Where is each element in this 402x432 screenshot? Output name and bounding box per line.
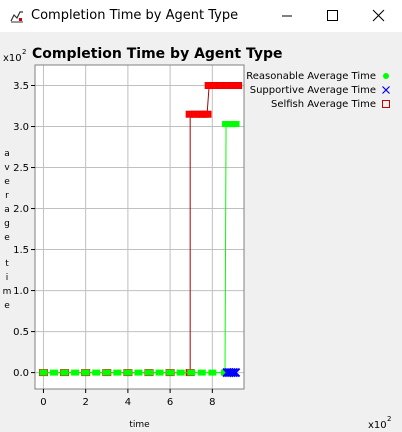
chart-title: Completion Time by Agent Type: [32, 46, 283, 62]
data-point: [71, 369, 80, 376]
y-label-letter: e: [4, 177, 10, 187]
data-point: [231, 121, 240, 128]
legend-label: Supportive Average Time: [249, 84, 376, 96]
x-tick-label: 2: [82, 397, 88, 408]
legend-marker-x-icon: [382, 86, 390, 94]
data-point: [113, 369, 122, 376]
y-label-letter: e: [4, 233, 10, 243]
y-tick-label: 3.0: [13, 122, 29, 133]
plot-border: [34, 64, 245, 390]
y-label-letter: t: [5, 259, 9, 269]
y-tick-label: 2.5: [13, 163, 29, 174]
minimize-icon: [282, 15, 292, 17]
data-point: [145, 369, 153, 376]
data-point: [221, 369, 229, 376]
data-point: [123, 369, 132, 376]
y-tick-label: 2.0: [13, 204, 29, 215]
legend-item-selfish: Selfish Average Time: [271, 97, 390, 111]
data-point: [187, 369, 196, 376]
close-button[interactable]: [356, 0, 402, 32]
y-label-letter: a: [4, 149, 10, 159]
data-point: [208, 369, 217, 376]
legend-item-reasonable: Reasonable Average Time: [246, 69, 390, 83]
legend-marker-square-icon: [382, 100, 390, 108]
maximize-icon: [327, 10, 338, 21]
y-label-letter: a: [4, 205, 10, 215]
x-tick-label: 4: [125, 397, 131, 408]
legend-item-supportive: Supportive Average Time: [250, 83, 390, 97]
close-icon: [372, 9, 385, 22]
x-axis-label: time: [129, 420, 150, 430]
legend-marker-circle-icon: [383, 73, 389, 79]
data-point: [166, 369, 175, 376]
chart-app-icon: [10, 11, 23, 23]
data-point: [81, 369, 90, 376]
window-title: Completion Time by Agent Type: [31, 8, 239, 23]
maximize-button[interactable]: [310, 0, 356, 32]
data-point: [39, 369, 48, 376]
data-point: [60, 369, 69, 376]
legend-label: Selfish Average Time: [270, 98, 376, 110]
data-point: [92, 369, 101, 376]
y-label-letter: r: [5, 191, 9, 201]
data-point: [155, 369, 164, 376]
y-tick-label: 1.0: [13, 286, 29, 297]
y-tick-label: 0.0: [13, 368, 29, 379]
plot-area: [35, 65, 244, 389]
x-tick-label: 0: [40, 397, 46, 408]
y-label-letter: v: [4, 163, 10, 173]
data-point: [202, 110, 212, 118]
x-tick-label: 8: [209, 397, 215, 408]
data-point: [233, 82, 243, 90]
data-point: [230, 367, 241, 378]
data-point: [102, 369, 111, 376]
y-label-letter: m: [3, 287, 12, 297]
y-tick-label: 0.5: [13, 327, 29, 338]
window-titlebar: Completion Time by Agent Type: [0, 0, 402, 32]
y-multiplier: x10: [3, 53, 22, 64]
minimize-button[interactable]: [264, 0, 310, 32]
data-point: [176, 369, 185, 376]
x-multiplier: x10: [368, 420, 387, 431]
y-tick-label: 1.5: [13, 245, 29, 256]
y-label-letter: i: [6, 273, 9, 283]
series-line-0: [43, 123, 236, 374]
y-label-letter: g: [4, 219, 10, 229]
y-multiplier-exp: 2: [22, 48, 26, 56]
data-point: [197, 369, 206, 376]
x-tick-label: 6: [167, 397, 173, 408]
y-tick-label: 3.5: [13, 81, 29, 92]
legend-label: Reasonable Average Time: [246, 70, 376, 82]
data-point: [134, 369, 143, 376]
data-point: [228, 367, 239, 378]
x-multiplier-exp: 2: [387, 415, 391, 423]
data-point: [50, 369, 58, 376]
y-label-letter: e: [4, 301, 10, 311]
